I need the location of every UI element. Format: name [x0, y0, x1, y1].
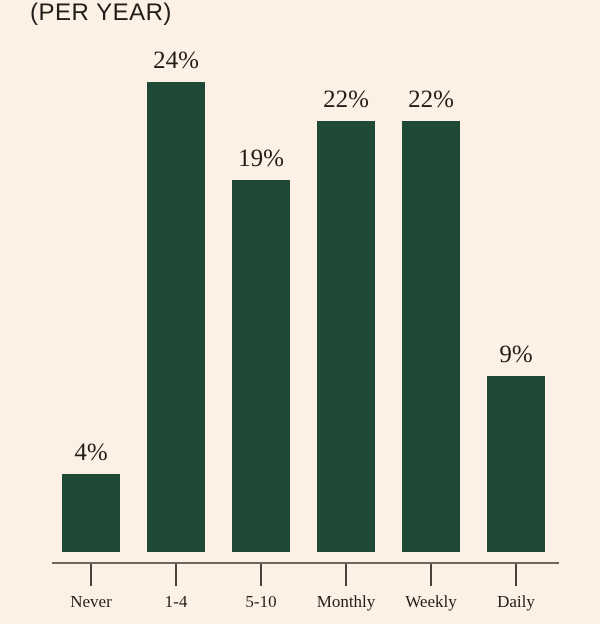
bar-weekly	[402, 121, 460, 552]
bar-value-label-monthly: 22%	[323, 86, 369, 113]
bar-value-label-1-4: 24%	[153, 47, 199, 74]
x-axis-label-monthly: Monthly	[316, 592, 376, 611]
x-axis-tick-weekly	[430, 564, 432, 586]
x-axis-tick-1-4	[175, 564, 177, 586]
bar-monthly	[317, 121, 375, 552]
x-axis-label-daily: Daily	[497, 592, 535, 611]
bar-value-label-daily: 9%	[499, 341, 533, 368]
x-axis-label-5-10: 5-10	[245, 592, 277, 611]
x-axis-tick-daily	[515, 564, 517, 586]
bar-1-4	[147, 82, 205, 552]
bar-daily	[487, 376, 545, 552]
bar-value-label-weekly: 22%	[408, 86, 454, 113]
x-axis-tick-never	[90, 564, 92, 586]
x-axis-line	[52, 562, 559, 564]
x-axis-tick-monthly	[345, 564, 347, 586]
bar-value-label-never: 4%	[74, 439, 108, 466]
x-axis-label-1-4: 1-4	[164, 592, 188, 611]
chart-title: (PER YEAR)	[30, 0, 172, 26]
x-axis-tick-5-10	[260, 564, 262, 586]
x-axis-label-weekly: Weekly	[405, 592, 457, 611]
x-axis-label-never: Never	[70, 592, 112, 611]
bar-5-10	[232, 180, 290, 552]
bar-value-label-5-10: 19%	[238, 145, 284, 172]
bar-never	[62, 474, 120, 552]
